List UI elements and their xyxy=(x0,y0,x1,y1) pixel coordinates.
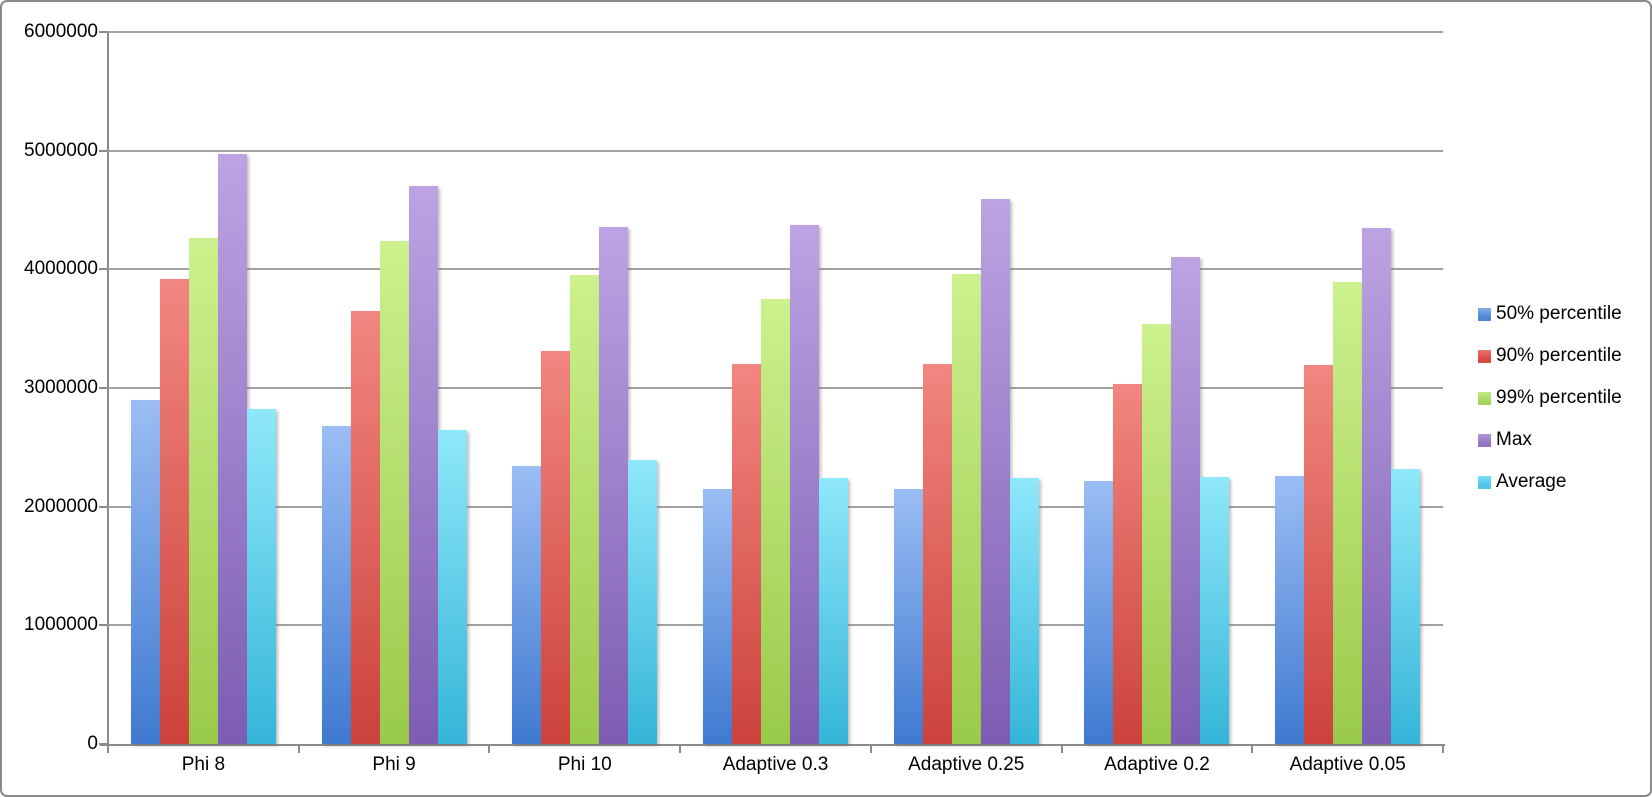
legend-swatch-icon xyxy=(1478,349,1491,363)
bar-50-percentile xyxy=(321,425,351,744)
legend-swatch-icon xyxy=(1478,433,1491,447)
bar-group-adaptive-0-05 xyxy=(1252,32,1443,744)
y-axis-tick xyxy=(99,387,108,389)
bar-average xyxy=(1391,468,1421,744)
bar-99-percentile xyxy=(379,240,409,744)
y-tick-label: 3000000 xyxy=(24,377,98,398)
y-axis-labels: 0 1000000 2000000 3000000 4000000 5000000 6000… xyxy=(2,2,98,795)
x-axis-tick xyxy=(869,744,872,753)
x-category-label: Phi 10 xyxy=(557,754,612,775)
bar-max xyxy=(790,225,820,744)
bar-99-percentile xyxy=(188,238,218,744)
gridline-6000000 xyxy=(108,31,1443,33)
bar-max xyxy=(217,154,247,744)
x-axis-tick xyxy=(297,744,300,753)
bar-average xyxy=(1009,478,1039,744)
bar-99-percentile xyxy=(951,274,981,744)
bar-max xyxy=(1171,257,1201,744)
bar-average xyxy=(1200,477,1230,744)
bar-group-adaptive-0-2 xyxy=(1062,32,1253,744)
x-category-label: Adaptive 0.2 xyxy=(1104,754,1210,775)
x-category-label: Phi 9 xyxy=(372,754,416,775)
legend-swatch-icon xyxy=(1478,307,1491,321)
legend-label: 99% percentile xyxy=(1496,387,1622,408)
legend-item-max: Max xyxy=(1478,429,1622,450)
x-axis-tick xyxy=(1442,744,1444,753)
bar-90-percentile xyxy=(350,310,380,744)
x-category-label: Adaptive 0.25 xyxy=(908,754,1025,775)
bar-50-percentile xyxy=(893,488,923,744)
bar-group-phi-8 xyxy=(108,32,299,744)
gridline-4000000 xyxy=(108,268,1443,271)
y-axis-tick xyxy=(99,624,108,627)
bar-max xyxy=(1362,227,1392,744)
bar-99-percentile xyxy=(1142,323,1172,744)
gridline-5000000 xyxy=(108,149,1443,152)
y-axis-tick xyxy=(99,31,108,33)
x-axis-labels: Phi 8 Phi 9 Phi 10 Adaptive 0.3 Adaptive 0.2… xyxy=(108,752,1443,778)
x-category-label: Adaptive 0.05 xyxy=(1289,754,1406,775)
legend-item-50-percentile: 50% percentile xyxy=(1478,303,1622,324)
bar-90-percentile xyxy=(541,351,571,744)
x-axis-tick xyxy=(107,744,109,753)
bar-99-percentile xyxy=(761,299,791,744)
bar-groups xyxy=(108,32,1443,744)
bar-group-phi-9 xyxy=(299,32,490,744)
legend-item-99-percentile: 99% percentile xyxy=(1478,387,1622,408)
bar-average xyxy=(628,460,658,744)
y-axis-tick xyxy=(99,505,108,508)
x-axis-tick xyxy=(1060,744,1063,753)
y-axis-tick xyxy=(99,743,108,745)
bar-group-phi-10 xyxy=(489,32,680,744)
legend-label: Max xyxy=(1496,429,1532,450)
bar-max xyxy=(599,226,629,744)
y-tick-label: 1000000 xyxy=(24,614,98,636)
bar-max xyxy=(408,186,438,744)
x-category-label: Adaptive 0.3 xyxy=(722,754,829,775)
bar-90-percentile xyxy=(1304,365,1334,744)
bar-90-percentile xyxy=(159,278,189,744)
y-axis-tick xyxy=(99,149,108,152)
bar-average xyxy=(437,429,467,744)
y-tick-label: 6000000 xyxy=(24,21,98,42)
legend-label: Average xyxy=(1496,471,1567,492)
y-axis-line xyxy=(107,32,109,746)
x-axis-line xyxy=(100,744,1445,746)
bar-group-adaptive-0-25 xyxy=(871,32,1062,744)
bar-50-percentile xyxy=(130,399,160,744)
bar-50-percentile xyxy=(1275,475,1305,744)
legend-swatch-icon xyxy=(1478,391,1491,405)
bar-average xyxy=(246,409,276,744)
bar-90-percentile xyxy=(732,364,762,744)
bar-average xyxy=(819,478,849,744)
plot-area xyxy=(108,31,1443,744)
x-axis-tick xyxy=(1251,744,1254,753)
bar-50-percentile xyxy=(512,466,542,744)
legend: 50% percentile 90% percentile 99% percenti… xyxy=(1478,303,1622,515)
bar-max xyxy=(980,199,1010,744)
bar-99-percentile xyxy=(1333,282,1363,744)
legend-swatch-icon xyxy=(1478,475,1491,489)
y-tick-label: 0 xyxy=(87,733,98,754)
bar-group-adaptive-0-3 xyxy=(680,32,871,744)
legend-item-90-percentile: 90% percentile xyxy=(1478,345,1622,366)
y-tick-label: 2000000 xyxy=(24,495,98,517)
bar-90-percentile xyxy=(922,364,952,744)
legend-label: 50% percentile xyxy=(1496,303,1622,324)
bar-50-percentile xyxy=(1084,480,1114,744)
legend-item-average: Average xyxy=(1478,471,1622,492)
y-tick-label: 5000000 xyxy=(24,139,98,161)
x-axis-tick xyxy=(488,744,491,753)
x-axis-tick xyxy=(679,744,682,753)
bar-90-percentile xyxy=(1113,384,1143,744)
bar-99-percentile xyxy=(570,275,600,744)
x-category-label: Phi 8 xyxy=(181,754,226,775)
legend-label: 90% percentile xyxy=(1496,345,1622,366)
y-tick-label: 4000000 xyxy=(24,258,98,280)
bar-50-percentile xyxy=(703,488,733,744)
y-axis-tick xyxy=(99,268,108,271)
